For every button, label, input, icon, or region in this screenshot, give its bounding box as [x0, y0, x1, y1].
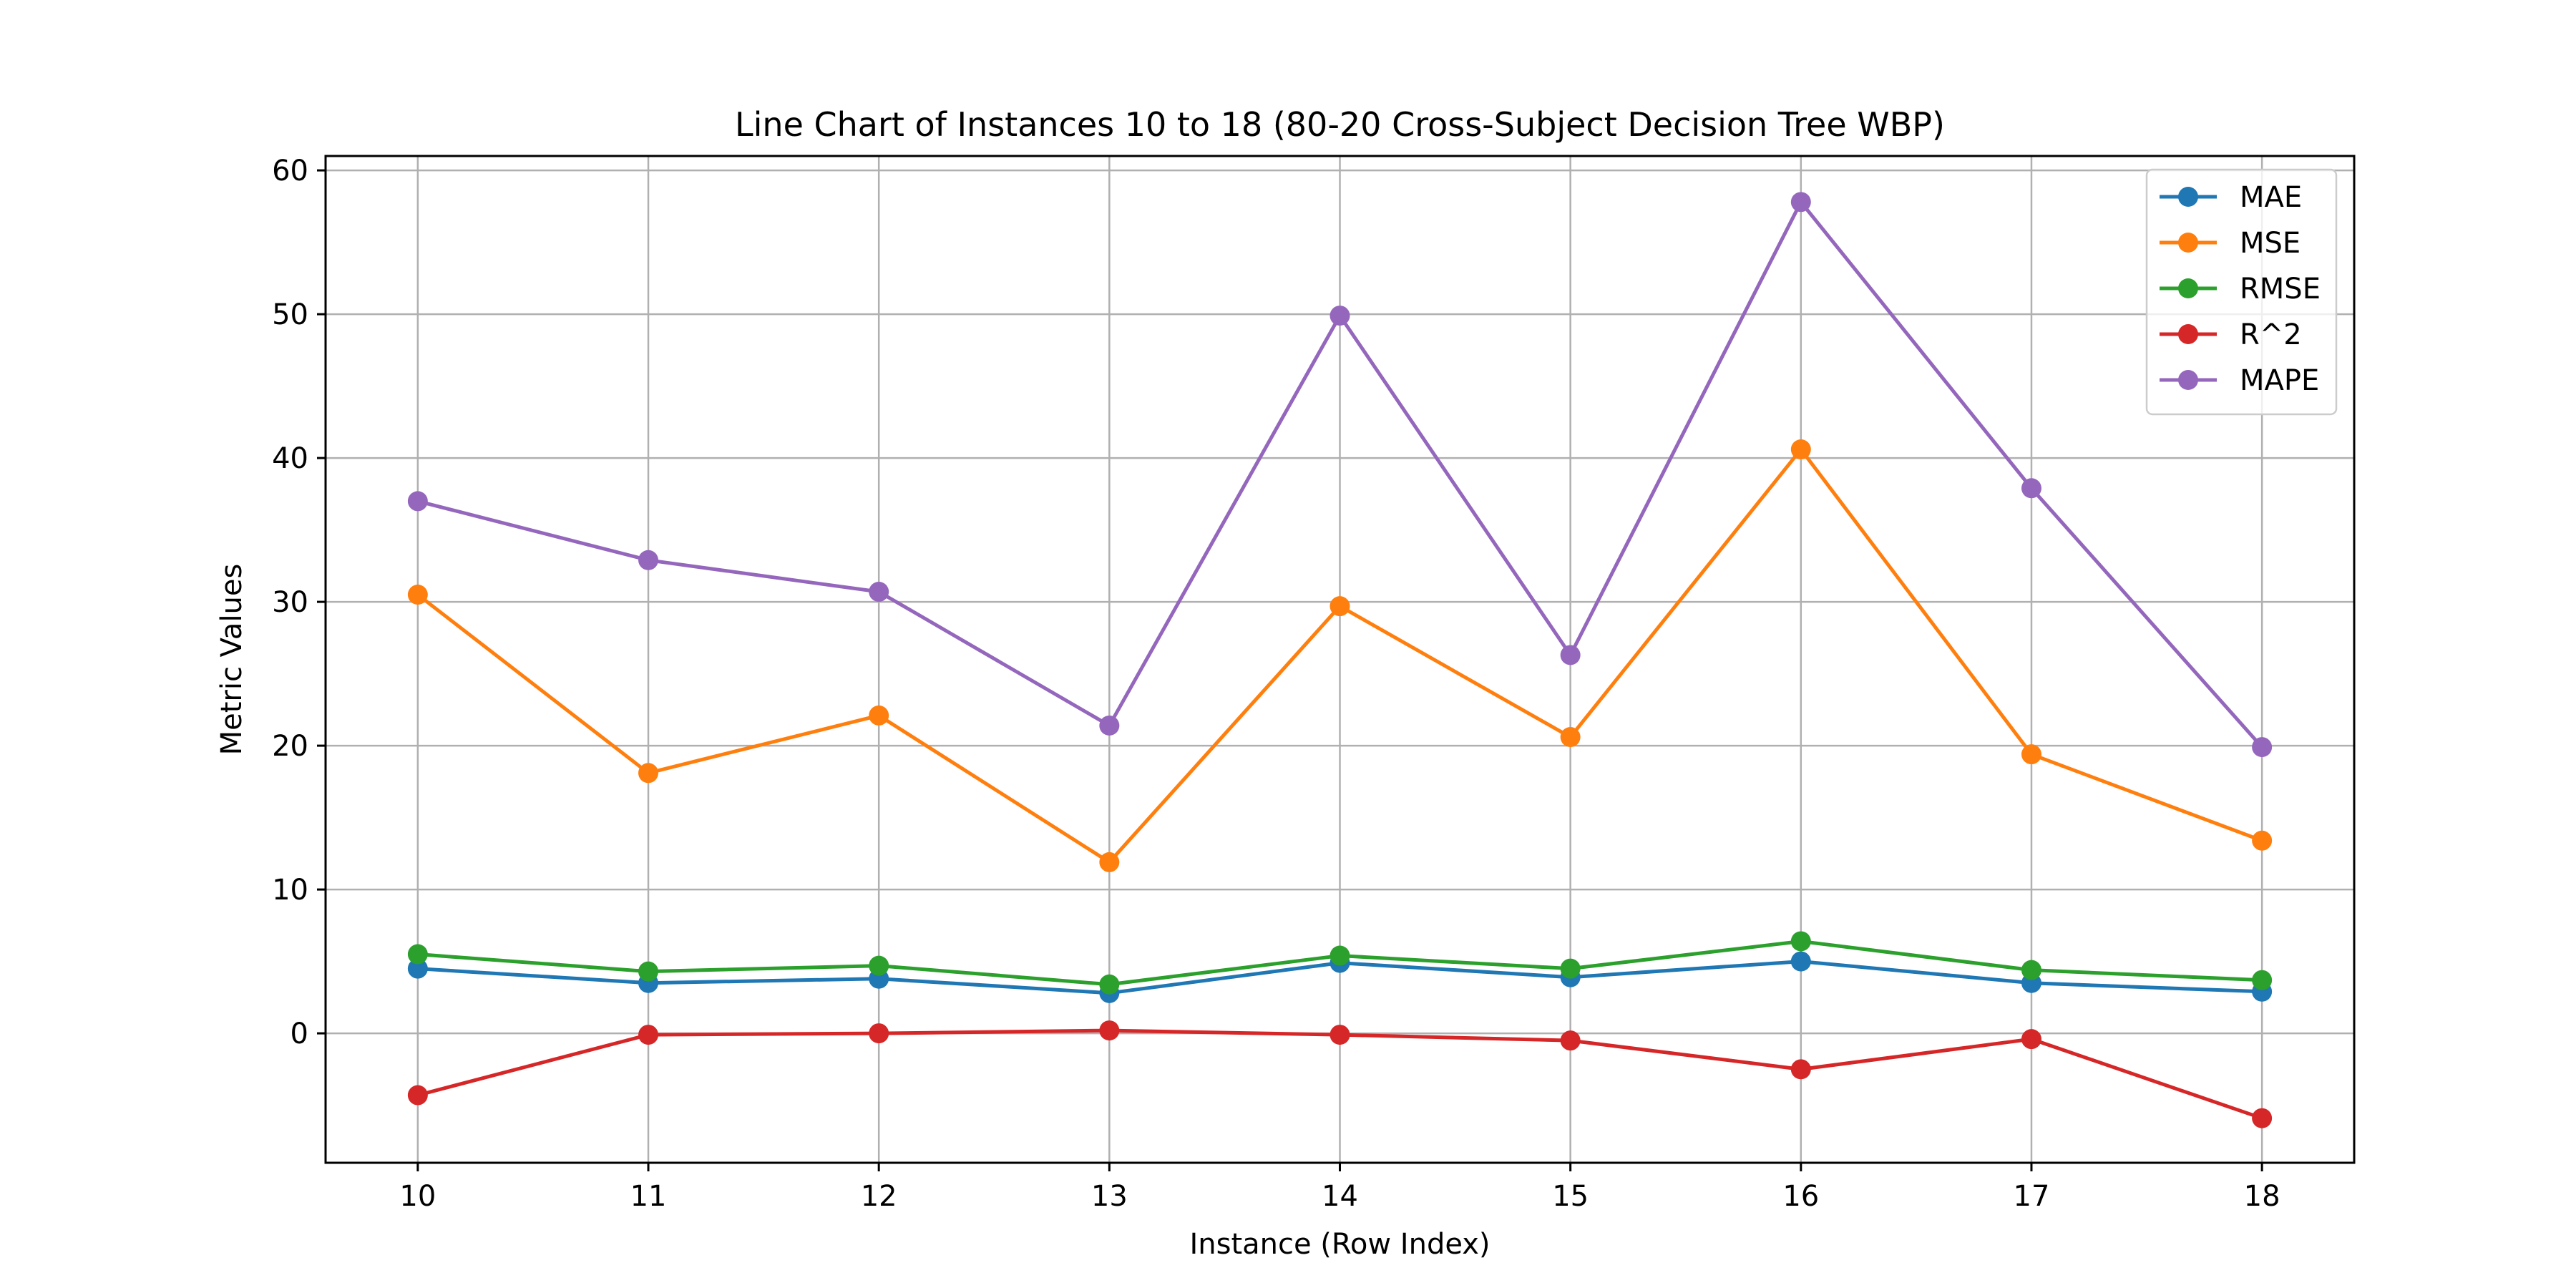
data-point-mae: [407, 958, 428, 979]
y-tick-label: 10: [272, 874, 308, 907]
data-point-r-2: [1560, 1030, 1581, 1051]
data-point-mape: [407, 491, 428, 512]
data-point-rmse: [638, 961, 659, 982]
series-rmse: [407, 931, 2273, 995]
legend-marker-r-2: [2178, 324, 2198, 344]
y-tick-label: 30: [272, 586, 308, 619]
y-tick-label: 20: [272, 730, 308, 763]
legend-label-r-2: R^2: [2240, 318, 2302, 351]
legend-label-mae: MAE: [2240, 181, 2302, 214]
tick-layer: 10 11 12 13 14 15 16 17 18 0 10 20 30 40 50 60: [272, 155, 2280, 1213]
data-point-rmse: [1560, 958, 1581, 979]
legend-box: [2145, 168, 2338, 416]
data-point-rmse: [1099, 974, 1120, 995]
x-tick-label: 14: [1322, 1180, 1358, 1213]
data-point-r-2: [2021, 1029, 2041, 1050]
x-tick-label: 12: [861, 1180, 897, 1213]
data-point-r-2: [1099, 1020, 1120, 1041]
x-tick-label: 16: [1782, 1180, 1819, 1213]
x-axis-title: Instance (Row Index): [1189, 1228, 1490, 1261]
data-point-rmse: [2021, 960, 2041, 980]
data-point-r-2: [1330, 1025, 1350, 1045]
data-point-mape: [1099, 715, 1120, 736]
x-tick-label: 17: [2014, 1180, 2050, 1213]
series-r-2: [407, 1020, 2273, 1128]
legend-label-rmse: RMSE: [2240, 273, 2321, 306]
legend: MAE MSE RMSE R^2 MAPE: [2145, 168, 2338, 416]
x-tick-label: 15: [1552, 1180, 1589, 1213]
data-point-mse: [1560, 727, 1581, 748]
data-point-r-2: [1790, 1059, 1811, 1080]
data-point-r-2: [407, 1085, 428, 1106]
data-point-mape: [1560, 645, 1581, 665]
data-point-mae: [1790, 951, 1811, 972]
y-axis-title: Metric Values: [215, 564, 248, 756]
data-point-rmse: [1330, 945, 1350, 966]
series-mape: [407, 192, 2273, 758]
x-tick-label: 11: [630, 1180, 667, 1213]
data-point-rmse: [869, 955, 889, 976]
y-tick-label: 0: [291, 1018, 308, 1050]
data-point-rmse: [2252, 970, 2273, 990]
x-tick-label: 18: [2244, 1180, 2280, 1213]
data-point-mse: [1330, 596, 1350, 617]
y-tick-label: 60: [272, 155, 308, 187]
x-tick-label: 10: [399, 1180, 436, 1213]
data-point-mse: [1099, 852, 1120, 872]
legend-marker-mape: [2178, 370, 2198, 390]
data-point-mape: [2252, 737, 2273, 758]
data-point-mse: [1790, 439, 1811, 460]
legend-label-mape: MAPE: [2240, 364, 2319, 397]
legend-item-mape: MAPE: [2160, 364, 2319, 397]
legend-item-r-2: R^2: [2160, 318, 2302, 351]
series-layer: [407, 192, 2273, 1128]
legend-item-mae: MAE: [2160, 181, 2302, 214]
data-point-mse: [638, 763, 659, 784]
data-point-rmse: [407, 944, 428, 965]
data-point-mape: [638, 550, 659, 570]
data-point-r-2: [2252, 1108, 2273, 1128]
legend-items: MAE MSE RMSE R^2 MAPE: [2160, 181, 2321, 397]
chart-title: Line Chart of Instances 10 to 18 (80-20 …: [735, 105, 1945, 144]
data-point-mape: [869, 582, 889, 602]
data-point-mse: [407, 585, 428, 605]
legend-item-rmse: RMSE: [2160, 273, 2321, 306]
data-point-mape: [1790, 192, 1811, 213]
data-point-r-2: [638, 1025, 659, 1045]
data-point-mse: [2252, 830, 2273, 851]
legend-item-mse: MSE: [2160, 227, 2301, 260]
legend-label-mse: MSE: [2240, 227, 2301, 260]
data-point-r-2: [869, 1023, 889, 1044]
y-tick-label: 40: [272, 442, 308, 475]
legend-marker-rmse: [2178, 278, 2198, 298]
x-tick-label: 13: [1091, 1180, 1128, 1213]
data-point-mse: [869, 705, 889, 726]
data-point-rmse: [1790, 931, 1811, 952]
y-tick-label: 50: [272, 298, 308, 331]
series-mse: [407, 439, 2273, 872]
data-point-mape: [1330, 306, 1350, 326]
data-point-mse: [2021, 744, 2041, 765]
legend-marker-mae: [2178, 187, 2198, 207]
legend-marker-mse: [2178, 233, 2198, 253]
data-point-mape: [2021, 478, 2041, 499]
